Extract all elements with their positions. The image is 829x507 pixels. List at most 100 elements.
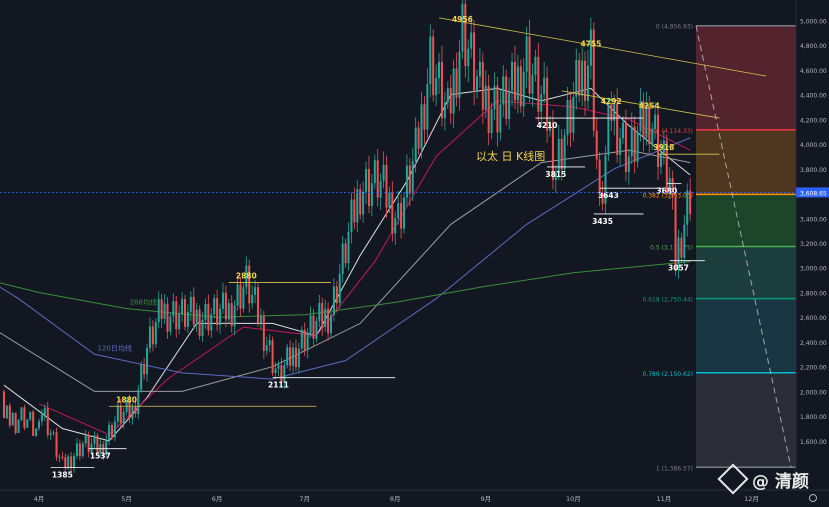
moving-average-label: 120日均线 <box>97 343 131 352</box>
candle-body <box>680 237 683 258</box>
y-tick-label: 4,600.00 <box>800 68 827 75</box>
price-label: 4292 <box>601 97 622 106</box>
fib-level-label: 0.786 (2,150.62) <box>643 371 693 378</box>
y-tick-label: 4,200.00 <box>800 117 827 124</box>
candle-body <box>467 48 470 67</box>
fib-trend-line <box>695 25 792 468</box>
last-price-label: 3,608.65 <box>800 190 827 197</box>
y-tick-label: 4,400.00 <box>800 93 827 100</box>
candle-body <box>73 455 76 469</box>
candle-body <box>546 77 549 131</box>
candle-body <box>111 424 113 438</box>
candle-body <box>677 237 680 270</box>
candle-body <box>607 104 610 156</box>
candle-body <box>154 322 157 345</box>
candle-body <box>61 456 64 458</box>
candle-body <box>131 407 134 419</box>
candle-body <box>347 231 350 264</box>
y-tick-label: 2,200.00 <box>800 365 827 372</box>
candle-body <box>178 314 181 330</box>
candle-body <box>245 265 248 288</box>
candle-body <box>257 287 259 323</box>
candle-body <box>639 100 642 132</box>
candle-body <box>537 56 540 112</box>
candle-body <box>148 326 151 349</box>
candle-body <box>400 203 403 229</box>
candle-body <box>321 303 324 327</box>
candle-body <box>134 407 137 414</box>
candle-body <box>610 104 613 121</box>
candle-body <box>683 224 686 258</box>
candle-body <box>292 347 295 366</box>
candle-body <box>476 76 478 93</box>
candle-body <box>341 243 344 274</box>
candle-body <box>67 456 70 469</box>
candle-body <box>75 443 78 456</box>
candle-body <box>204 303 207 320</box>
candle-body <box>64 457 67 469</box>
candle-body <box>654 114 657 129</box>
candle-body <box>408 165 411 194</box>
candle-body <box>534 56 537 75</box>
candle-body <box>140 364 143 390</box>
candle-body <box>557 138 560 173</box>
candle-body <box>642 100 645 138</box>
candle-body <box>189 296 192 312</box>
candle-body <box>522 71 525 107</box>
candle-body <box>324 308 327 327</box>
candle-body <box>17 420 20 434</box>
candle-body <box>146 348 149 375</box>
x-tick-label: 8月 <box>390 495 401 503</box>
candle-body <box>327 308 330 334</box>
moving-averages: 120日均线 288均线 <box>0 87 691 442</box>
candle-body <box>224 292 227 320</box>
candle-body <box>630 126 633 157</box>
candle-body <box>686 190 689 225</box>
candle-body <box>405 165 408 198</box>
candle-body <box>645 106 648 138</box>
candle-body <box>362 191 365 215</box>
candle-body <box>367 168 370 207</box>
candle-body <box>572 96 575 133</box>
candle-body <box>192 296 195 325</box>
candle-body <box>303 329 306 351</box>
candle-body <box>584 60 587 101</box>
price-label: 2880 <box>236 272 257 281</box>
price-label: 3918 <box>653 143 674 152</box>
candle-body <box>417 127 420 149</box>
price-labels: 4956 4755 4292 4254 3918 4210 3815 3643 3435 3680… <box>52 15 689 480</box>
candle-body <box>563 135 566 170</box>
candle-body <box>58 456 61 458</box>
candle-body <box>540 94 543 112</box>
moving-average-label: 288均线 <box>130 298 157 307</box>
y-tick-label: 3,200.00 <box>800 241 827 248</box>
candle-body <box>481 61 484 110</box>
candle-body <box>283 365 286 383</box>
watermark: @ 清颜 <box>717 463 809 495</box>
candle-body <box>493 85 496 110</box>
candle-body <box>157 299 160 323</box>
price-label: 4210 <box>537 121 558 130</box>
candle-body <box>359 189 362 215</box>
candle-body <box>38 421 40 429</box>
fib-level-label: 0 (4,956.93) <box>656 24 693 31</box>
candle-body <box>365 168 368 192</box>
candle-body <box>592 29 595 131</box>
y-tick-label: 5,000.00 <box>800 18 827 25</box>
fib-level-label: 0.382 (3,593.05) <box>643 192 693 199</box>
trend-line <box>438 17 767 77</box>
candle-body <box>595 130 598 160</box>
candle-body <box>87 434 90 453</box>
candle-body <box>385 164 388 208</box>
candle-body <box>554 172 557 180</box>
price-label: 3643 <box>598 191 619 200</box>
candle-body <box>43 408 46 415</box>
candlesticks <box>2 0 692 473</box>
candle-body <box>598 159 601 194</box>
candle-body <box>306 333 309 351</box>
candle-body <box>382 164 385 182</box>
y-tick-label: 2,000.00 <box>800 389 827 396</box>
candle-body <box>388 191 391 208</box>
